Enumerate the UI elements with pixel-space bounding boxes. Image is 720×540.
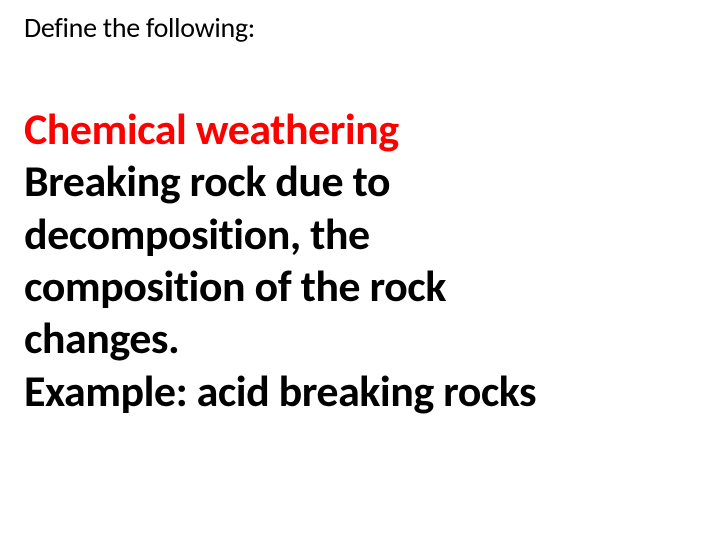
slide-heading: Define the following: (24, 10, 696, 45)
definition-line-1: Breaking rock due to (24, 154, 390, 208)
slide-body: Chemical weathering Breaking rock due to… (24, 103, 696, 417)
definition-line-4: changes. (24, 311, 179, 365)
term-text: Chemical weathering (24, 103, 696, 155)
definition-line-2: decomposition, the (24, 207, 370, 261)
definition-line-3: composition of the rock (24, 259, 446, 313)
example-line: Example: acid breaking rocks (24, 364, 536, 418)
slide-container: Define the following: Chemical weatherin… (0, 0, 720, 417)
